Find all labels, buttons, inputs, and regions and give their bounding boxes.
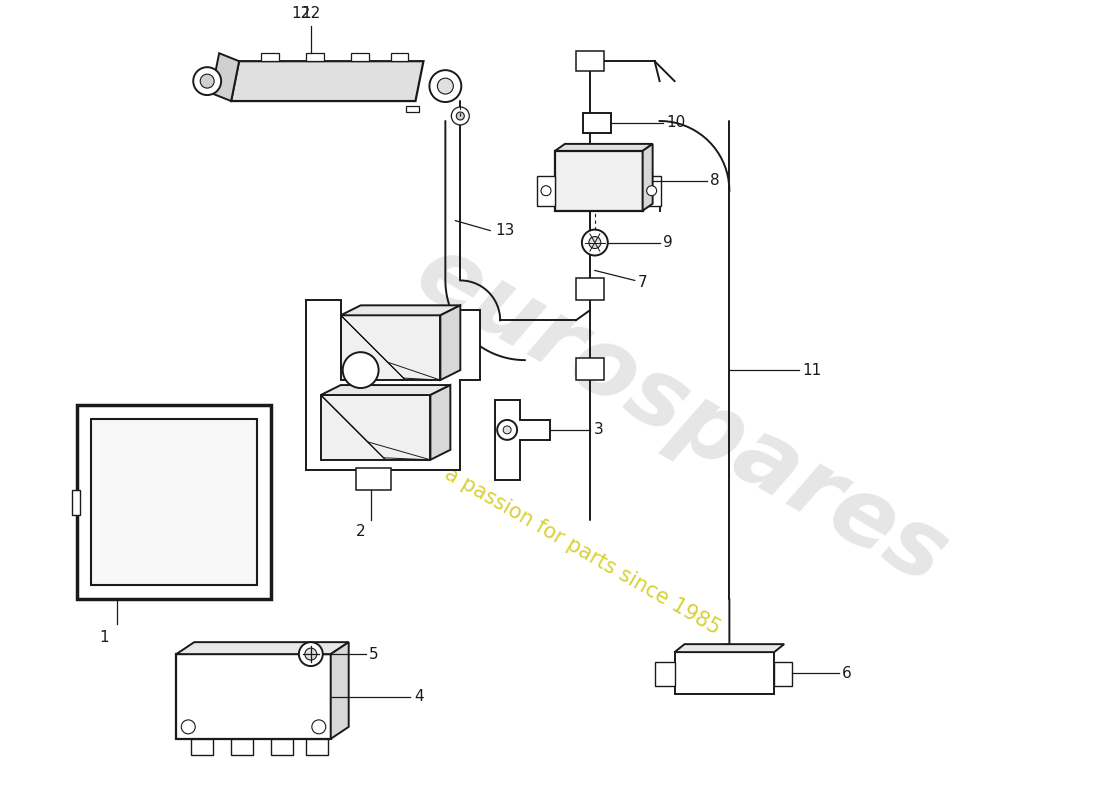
- Polygon shape: [430, 385, 450, 460]
- Bar: [341, 315, 440, 380]
- Text: 13: 13: [495, 223, 515, 238]
- Bar: [674, 652, 774, 694]
- Bar: [576, 51, 604, 71]
- Circle shape: [503, 426, 512, 434]
- Circle shape: [588, 237, 601, 249]
- Polygon shape: [176, 642, 349, 654]
- Bar: [654, 662, 674, 686]
- Text: eurospares: eurospares: [399, 226, 964, 605]
- Bar: [576, 278, 604, 300]
- Bar: [537, 176, 556, 206]
- Circle shape: [182, 720, 195, 734]
- Text: 12: 12: [292, 6, 310, 21]
- Polygon shape: [642, 144, 652, 210]
- Polygon shape: [495, 400, 550, 480]
- Circle shape: [647, 186, 657, 196]
- Circle shape: [305, 648, 317, 660]
- Circle shape: [451, 107, 470, 125]
- Circle shape: [582, 230, 608, 255]
- Bar: [176, 654, 331, 739]
- Bar: [231, 739, 253, 754]
- Polygon shape: [211, 54, 239, 101]
- Circle shape: [299, 642, 322, 666]
- Bar: [355, 468, 390, 490]
- Polygon shape: [306, 300, 481, 470]
- Text: 11: 11: [802, 362, 822, 378]
- Circle shape: [200, 74, 214, 88]
- Text: 5: 5: [368, 646, 378, 662]
- Bar: [556, 151, 642, 210]
- Bar: [576, 358, 604, 380]
- Text: 12: 12: [301, 6, 320, 21]
- Bar: [774, 662, 792, 686]
- Bar: [306, 739, 328, 754]
- Polygon shape: [674, 644, 784, 652]
- Text: 8: 8: [711, 174, 720, 188]
- Polygon shape: [556, 144, 652, 151]
- Polygon shape: [440, 306, 460, 380]
- Polygon shape: [231, 61, 424, 101]
- Circle shape: [541, 186, 551, 196]
- Bar: [191, 739, 213, 754]
- Circle shape: [194, 67, 221, 95]
- Circle shape: [311, 720, 326, 734]
- Bar: [271, 739, 293, 754]
- Circle shape: [456, 112, 464, 120]
- Bar: [306, 54, 323, 61]
- Text: 4: 4: [415, 690, 425, 705]
- Polygon shape: [331, 642, 349, 739]
- Text: 7: 7: [638, 275, 647, 290]
- Polygon shape: [341, 306, 460, 315]
- Bar: [72, 490, 79, 514]
- Bar: [406, 106, 419, 112]
- Bar: [642, 176, 661, 206]
- Bar: [390, 54, 408, 61]
- Text: 6: 6: [842, 666, 851, 681]
- Text: 2: 2: [355, 524, 365, 539]
- Bar: [77, 405, 271, 599]
- Text: a passion for parts since 1985: a passion for parts since 1985: [441, 464, 724, 639]
- Text: 3: 3: [594, 422, 604, 438]
- Bar: [583, 113, 610, 133]
- Bar: [351, 54, 369, 61]
- Bar: [261, 54, 279, 61]
- Text: 9: 9: [662, 235, 672, 250]
- Circle shape: [343, 352, 378, 388]
- Bar: [321, 395, 430, 460]
- Bar: [90, 419, 257, 586]
- Circle shape: [438, 78, 453, 94]
- Text: 10: 10: [667, 115, 685, 130]
- Text: 1: 1: [100, 630, 109, 645]
- Polygon shape: [321, 385, 450, 395]
- Circle shape: [497, 420, 517, 440]
- Circle shape: [429, 70, 461, 102]
